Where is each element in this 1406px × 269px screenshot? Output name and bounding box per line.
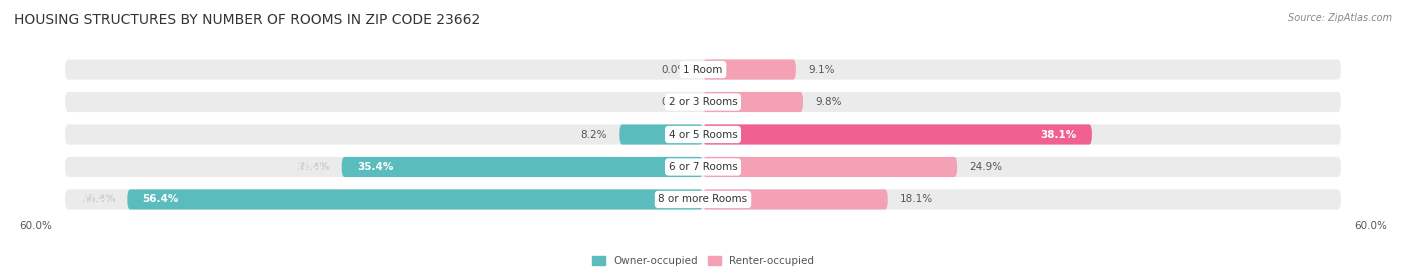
- FancyBboxPatch shape: [65, 59, 1341, 80]
- Text: 1 Room: 1 Room: [683, 65, 723, 75]
- Text: 18.1%: 18.1%: [900, 194, 934, 204]
- FancyBboxPatch shape: [703, 189, 887, 210]
- Text: 8 or more Rooms: 8 or more Rooms: [658, 194, 748, 204]
- FancyBboxPatch shape: [65, 157, 1341, 177]
- Text: Source: ZipAtlas.com: Source: ZipAtlas.com: [1288, 13, 1392, 23]
- FancyBboxPatch shape: [703, 125, 1092, 144]
- Text: 35.4%: 35.4%: [357, 162, 394, 172]
- Text: 8.2%: 8.2%: [581, 129, 607, 140]
- Text: 56.4%: 56.4%: [82, 194, 115, 204]
- FancyBboxPatch shape: [342, 157, 703, 177]
- FancyBboxPatch shape: [65, 125, 1341, 144]
- Text: 38.1%: 38.1%: [1040, 129, 1077, 140]
- FancyBboxPatch shape: [65, 189, 1341, 210]
- FancyBboxPatch shape: [128, 189, 703, 210]
- Text: 9.8%: 9.8%: [815, 97, 842, 107]
- Text: 35.4%: 35.4%: [297, 162, 329, 172]
- Legend: Owner-occupied, Renter-occupied: Owner-occupied, Renter-occupied: [588, 252, 818, 269]
- Text: 24.9%: 24.9%: [969, 162, 1002, 172]
- Text: 9.1%: 9.1%: [808, 65, 835, 75]
- Text: 56.4%: 56.4%: [82, 194, 115, 204]
- FancyBboxPatch shape: [619, 125, 703, 144]
- Text: 56.4%: 56.4%: [142, 194, 179, 204]
- Text: HOUSING STRUCTURES BY NUMBER OF ROOMS IN ZIP CODE 23662: HOUSING STRUCTURES BY NUMBER OF ROOMS IN…: [14, 13, 481, 27]
- Text: 2 or 3 Rooms: 2 or 3 Rooms: [669, 97, 737, 107]
- Text: 0.0%: 0.0%: [661, 97, 688, 107]
- Text: 4 or 5 Rooms: 4 or 5 Rooms: [669, 129, 737, 140]
- Text: 35.4%: 35.4%: [297, 162, 329, 172]
- FancyBboxPatch shape: [703, 92, 803, 112]
- FancyBboxPatch shape: [703, 157, 957, 177]
- Text: 60.0%: 60.0%: [20, 221, 52, 231]
- FancyBboxPatch shape: [703, 59, 796, 80]
- Text: 0.0%: 0.0%: [661, 65, 688, 75]
- Text: 6 or 7 Rooms: 6 or 7 Rooms: [669, 162, 737, 172]
- FancyBboxPatch shape: [65, 92, 1341, 112]
- Text: 60.0%: 60.0%: [1354, 221, 1386, 231]
